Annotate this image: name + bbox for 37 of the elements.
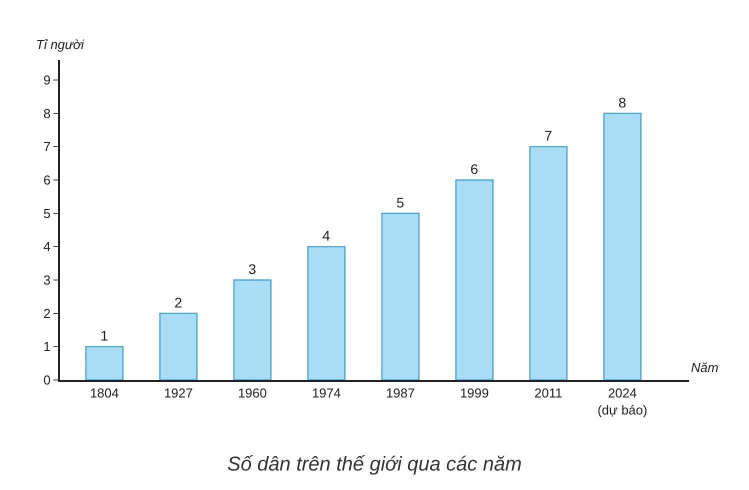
x-tick-label: 1999	[460, 385, 489, 400]
x-tick-label: 2011	[534, 385, 562, 400]
bar	[85, 346, 124, 380]
y-tick-label: 0	[43, 372, 51, 388]
y-tick-label: 9	[43, 72, 51, 88]
x-tick-label: 1927	[164, 385, 193, 400]
y-tick-label: 8	[43, 106, 51, 121]
x-tick-label: 1960	[238, 385, 267, 400]
y-tick-label: 4	[43, 239, 51, 254]
y-tick-label: 6	[43, 172, 51, 188]
data-label: 4	[322, 228, 330, 244]
x-axis-title: Năm	[691, 360, 719, 375]
data-label: 7	[544, 128, 552, 144]
data-label: 8	[618, 94, 626, 110]
y-tick-label: 5	[43, 206, 51, 221]
bar	[307, 246, 346, 380]
data-label: 6	[470, 161, 478, 177]
x-tick-label: 1804	[90, 385, 119, 400]
x-tick-label: 1974	[312, 385, 341, 400]
text: Số dân trên thế giới qua các năm	[227, 453, 522, 476]
bar	[529, 146, 568, 380]
data-label: 3	[248, 261, 256, 277]
data-label: 1	[100, 328, 108, 344]
y-tick-label: 3	[43, 272, 51, 288]
y-axis-title: Tỉ người	[36, 37, 85, 52]
data-label: 5	[396, 194, 404, 210]
y-tick-label: 1	[43, 339, 51, 354]
bar	[159, 312, 198, 380]
x-tick-label: 1987	[386, 385, 415, 400]
bar	[455, 179, 494, 380]
bar	[233, 279, 272, 380]
bar	[603, 112, 642, 380]
x-tick-label: 2024 (dự báo)	[597, 385, 648, 418]
y-tick-label: 7	[43, 139, 51, 154]
y-tick-label: 2	[43, 306, 51, 321]
data-label: 2	[174, 294, 182, 310]
bar	[381, 212, 420, 380]
